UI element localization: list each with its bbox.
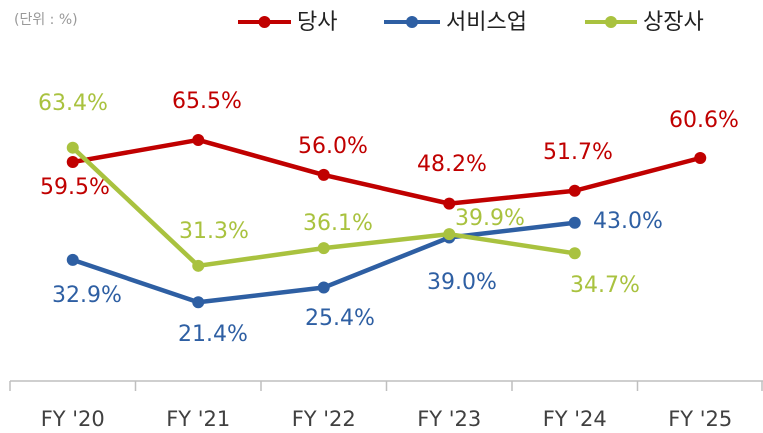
x-tick-label: FY '25 xyxy=(668,407,732,431)
legend-label: 당사 xyxy=(297,10,337,35)
data-label: 36.1% xyxy=(303,211,373,236)
data-point xyxy=(317,168,330,181)
data-label: 63.4% xyxy=(38,91,108,116)
data-label: 65.5% xyxy=(172,89,242,114)
data-label: 43.0% xyxy=(593,209,663,234)
data-point xyxy=(66,141,79,154)
data-point xyxy=(568,247,581,260)
data-label: 31.3% xyxy=(179,219,249,244)
data-point xyxy=(66,156,79,169)
data-point xyxy=(568,184,581,197)
data-point xyxy=(192,296,205,309)
data-point xyxy=(694,151,707,164)
data-label: 25.4% xyxy=(305,306,375,331)
data-point xyxy=(192,133,205,146)
data-point xyxy=(568,216,581,229)
legend-label: 상장사 xyxy=(643,10,704,35)
legend-marker xyxy=(605,16,617,28)
legend-label: 서비스업 xyxy=(446,10,527,35)
unit-note: (단위 : %) xyxy=(14,12,78,28)
data-label: 59.5% xyxy=(40,175,110,200)
data-label: 39.0% xyxy=(427,270,497,295)
x-tick-label: FY '21 xyxy=(166,407,230,431)
legend-marker xyxy=(406,16,418,28)
data-label: 32.9% xyxy=(52,283,122,308)
data-point xyxy=(192,259,205,272)
x-tick-label: FY '23 xyxy=(417,407,481,431)
data-point xyxy=(317,242,330,255)
x-tick-label: FY '20 xyxy=(41,407,105,431)
series-line xyxy=(72,137,701,206)
legend-marker xyxy=(258,16,271,28)
data-point xyxy=(443,197,456,210)
data-label: 56.0% xyxy=(298,134,368,159)
data-label: 51.7% xyxy=(543,140,613,165)
data-point xyxy=(443,228,456,241)
data-label: 34.7% xyxy=(570,273,640,298)
data-point xyxy=(66,253,79,266)
x-tick-label: FY '24 xyxy=(543,407,607,431)
x-tick-label: FY '22 xyxy=(292,407,356,431)
data-label: 21.4% xyxy=(178,322,248,347)
data-point xyxy=(317,281,330,294)
data-label: 48.2% xyxy=(417,152,487,177)
data-label: 60.6% xyxy=(669,108,739,133)
data-label: 39.9% xyxy=(455,206,525,231)
